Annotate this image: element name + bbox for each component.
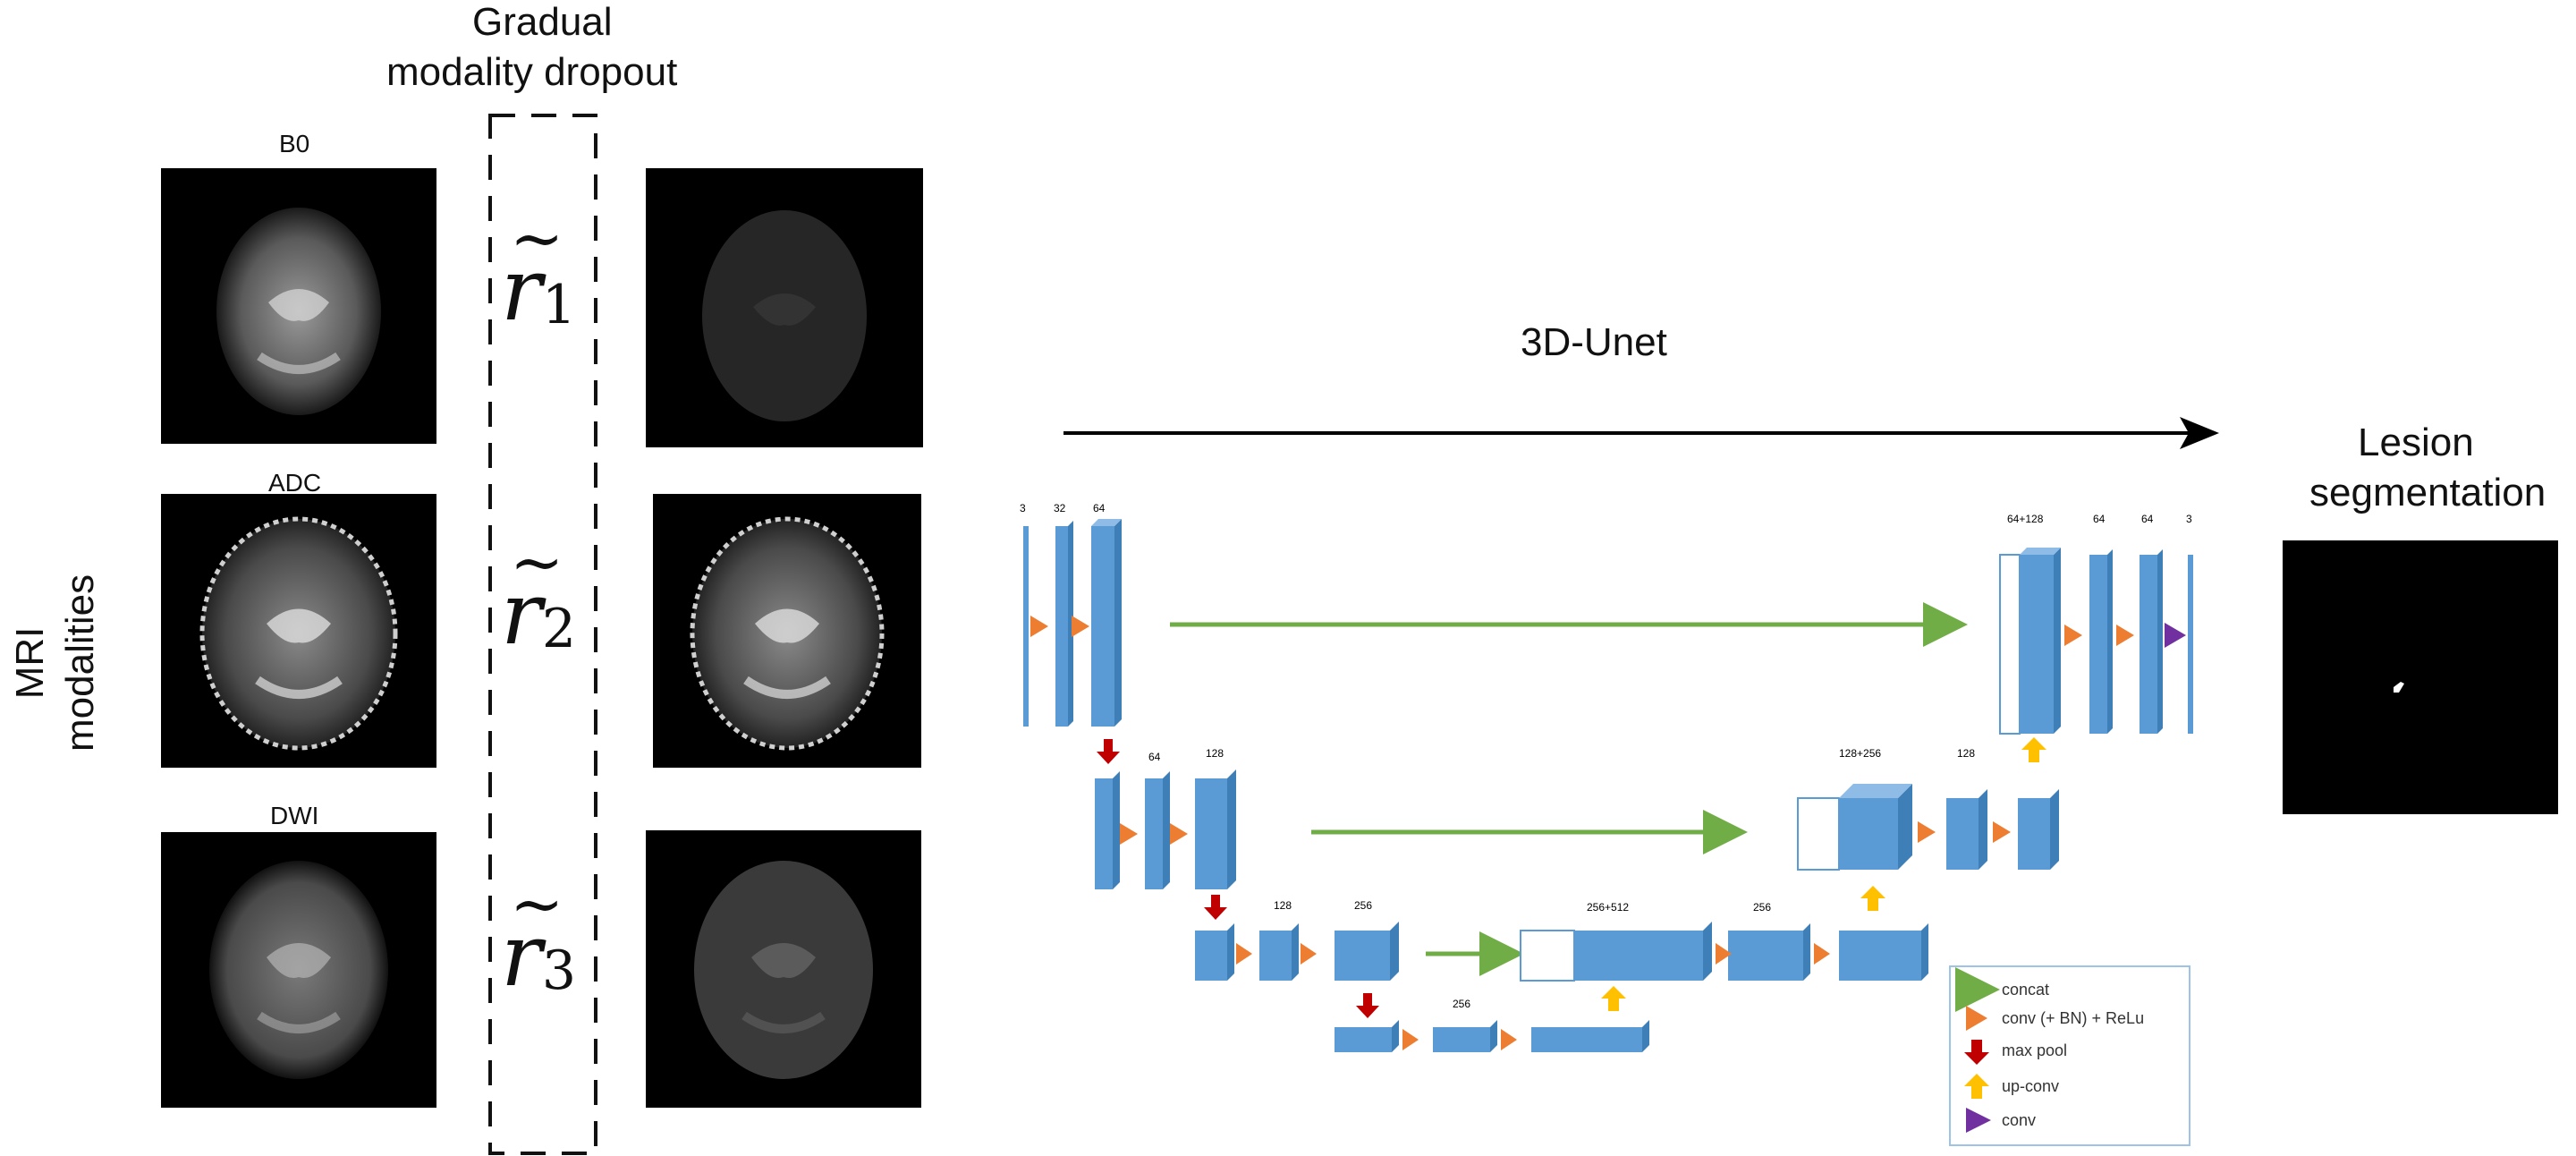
modality-label-b0: B0	[279, 130, 310, 157]
dec-level1	[1797, 784, 2059, 871]
enc-level2	[1195, 922, 1399, 981]
maxpool-arrow-0	[1097, 739, 1120, 764]
brain-image-dwi-dropped	[646, 830, 921, 1108]
maxpool-arrow-1	[1204, 895, 1227, 920]
upconv-arrow-1	[2021, 737, 2046, 762]
conv-arrow	[1030, 616, 1048, 637]
ch-label-l1-128: 128	[1206, 747, 1224, 760]
brain-image-b0-input	[161, 168, 436, 444]
conv-arrow	[1402, 1029, 1419, 1050]
ch-label-l3-256: 256	[1453, 998, 1470, 1010]
brain-image-adc-dropped	[653, 494, 921, 768]
dec-level0	[1999, 548, 2193, 735]
brain-image-adc-input	[161, 494, 436, 768]
r-symbol-2: r	[501, 564, 542, 664]
lesion-segmentation-image	[2283, 540, 2558, 814]
conv-arrow	[1236, 943, 1252, 965]
upconv-arrow-2	[1860, 886, 1885, 911]
output-label-line1: Lesion	[2358, 421, 2474, 464]
ch-label-u2-cat: 256+512	[1587, 901, 1629, 914]
output-label-line2: segmentation	[2309, 471, 2546, 514]
ch-label-l2-128: 128	[1274, 899, 1292, 912]
r-subscript-2: 2	[541, 598, 577, 661]
ch-label-3: 3	[1020, 502, 1026, 514]
enc-level0	[1023, 519, 1122, 727]
conv-arrow	[2064, 625, 2082, 646]
unet-flow-arrow	[1063, 417, 2219, 449]
conv-arrow	[1170, 823, 1188, 845]
r-symbol-3: r	[501, 905, 542, 1006]
brain-image-b0-dropped	[646, 168, 923, 447]
conv-arrow	[1814, 943, 1830, 965]
legend-concat-label: concat	[2002, 981, 2049, 999]
conv-arrow	[1716, 943, 1732, 965]
conv-arrow	[1993, 821, 2011, 843]
dropout-rate-r2: ~ r2	[501, 524, 577, 664]
ch-label-u1-cat: 128+256	[1839, 747, 1881, 760]
brain-image-dwi-input	[161, 832, 436, 1108]
legend-upconv-label: up-conv	[2002, 1077, 2059, 1095]
legend	[1949, 965, 2190, 1146]
ch-label-u2-256: 256	[1753, 901, 1771, 914]
legend-conv-bn-label: conv (+ BN) + ReLu	[2002, 1009, 2144, 1027]
ch-label-u0-64b: 64	[2141, 513, 2154, 525]
ch-label-u0-3: 3	[2186, 513, 2192, 525]
ch-label-u0-cat: 64+128	[2007, 513, 2044, 525]
unet-architecture: 3 32 64 64 128 128 256	[1020, 502, 2193, 1146]
dropout-rate-r1: ~ r1	[501, 200, 577, 340]
dropout-title-line2: modality dropout	[386, 50, 678, 94]
conv-arrow	[1501, 1029, 1517, 1050]
dropout-title-line1: Gradual	[472, 0, 613, 44]
enc-level1	[1095, 769, 1236, 889]
tilde-accent-2: ~	[510, 524, 564, 599]
legend-maxpool-label: max pool	[2002, 1041, 2067, 1059]
tilde-accent-3: ~	[510, 866, 564, 941]
conv-arrow	[1072, 616, 1089, 637]
ch-label-u0-64a: 64	[2093, 513, 2106, 525]
final-conv-arrow	[2165, 623, 2186, 648]
ch-label-u1-128: 128	[1957, 747, 1975, 760]
tilde-accent-1: ~	[510, 200, 564, 276]
dec-level2	[1520, 922, 1928, 982]
modality-label-adc: ADC	[268, 469, 322, 497]
ch-label-l2-256: 256	[1354, 899, 1372, 912]
upconv-arrow-3	[1601, 986, 1626, 1011]
r-symbol-1: r	[501, 240, 542, 340]
conv-arrow	[1301, 943, 1317, 965]
maxpool-arrow-2	[1356, 993, 1379, 1018]
ch-label-64: 64	[1093, 502, 1106, 514]
mri-label-line2: modalities	[58, 574, 102, 752]
legend-conv-label: conv	[2002, 1111, 2036, 1129]
unet-label: 3D-Unet	[1521, 320, 1667, 364]
dropout-rate-r3: ~ r3	[501, 866, 577, 1006]
mri-label-line1: MRI	[8, 626, 52, 700]
r-subscript-1: 1	[541, 274, 577, 337]
bottleneck	[1335, 1020, 1649, 1052]
conv-arrow	[2116, 625, 2134, 646]
conv-arrow	[1918, 821, 1936, 843]
conv-arrow	[1120, 823, 1138, 845]
ch-label-32: 32	[1054, 502, 1066, 514]
r-subscript-3: 3	[541, 939, 577, 1003]
ch-label-l1-64: 64	[1148, 751, 1161, 763]
modality-label-dwi: DWI	[270, 802, 319, 829]
mri-modalities-label: MRI modalities	[5, 574, 106, 752]
